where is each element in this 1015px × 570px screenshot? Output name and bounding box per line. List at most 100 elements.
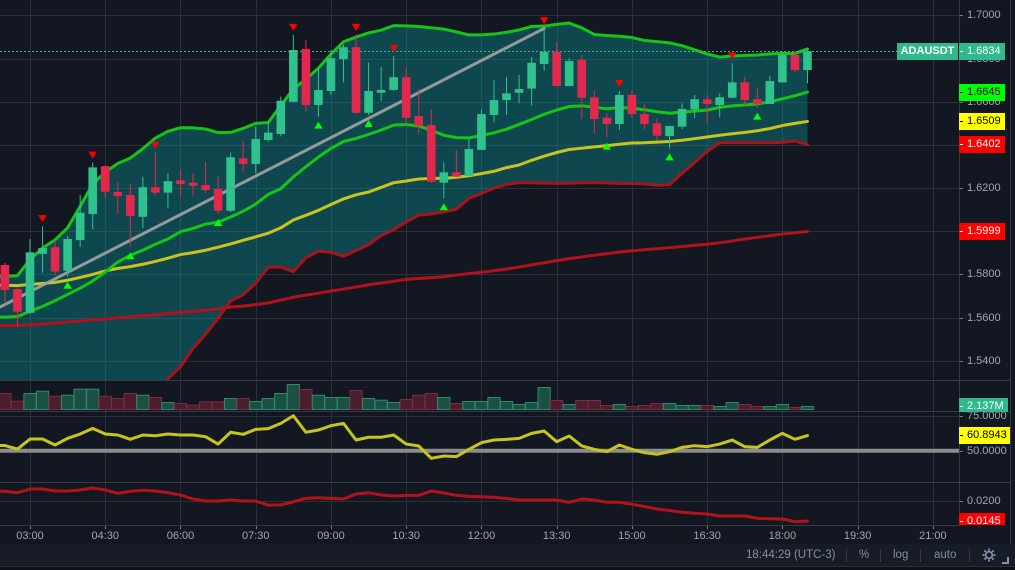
candle-body xyxy=(690,99,699,110)
volume-bar xyxy=(587,400,601,410)
candle-body xyxy=(464,149,474,176)
candle-body xyxy=(502,93,511,101)
volume-bar xyxy=(462,401,476,410)
candle-body xyxy=(38,248,47,254)
candle-body xyxy=(88,167,97,214)
toolbar-divider xyxy=(880,549,881,562)
candle-body xyxy=(75,212,85,241)
candle-body xyxy=(238,158,248,164)
volume-bar xyxy=(274,393,288,410)
candle-body xyxy=(753,99,762,104)
candle-body xyxy=(351,47,361,113)
candle-body xyxy=(615,94,624,125)
volume-bar xyxy=(0,393,12,410)
resize-handle-icon[interactable] xyxy=(1002,557,1009,564)
volume-bar xyxy=(35,390,50,411)
candle-body xyxy=(727,82,737,98)
volume-bar xyxy=(98,395,112,411)
candle-body xyxy=(477,114,486,150)
volume-bar xyxy=(775,404,789,410)
candle-body xyxy=(489,100,499,115)
volume-bar xyxy=(650,403,664,411)
volume-bar xyxy=(537,387,551,410)
volume-bar xyxy=(161,401,175,410)
candle-body xyxy=(163,181,173,193)
volume-bar xyxy=(612,404,626,410)
candle-body xyxy=(439,172,449,183)
candle-body xyxy=(326,58,336,92)
oscillator-pane xyxy=(0,486,809,524)
indicator-line-basis-yellow[interactable] xyxy=(0,119,809,288)
candle-body xyxy=(778,54,787,83)
indicator-line-long-ma[interactable] xyxy=(0,229,809,328)
candle-body xyxy=(25,252,35,313)
buy-signal-icon xyxy=(753,112,762,120)
rsi-line[interactable] xyxy=(0,414,809,460)
indicator-line-lower-band[interactable] xyxy=(0,139,809,395)
volume-bar xyxy=(412,394,426,411)
candle-body xyxy=(564,61,574,87)
candle-body xyxy=(452,172,461,177)
candles xyxy=(0,28,812,327)
volume-bar xyxy=(449,403,463,411)
volume-bar xyxy=(487,397,501,410)
candle-body xyxy=(376,89,386,93)
log-scale-button[interactable]: log xyxy=(893,549,909,561)
candle-body xyxy=(514,89,524,93)
buy-signal-icon xyxy=(665,153,674,161)
volume-bar xyxy=(211,401,225,410)
sell-signal-icon xyxy=(615,80,624,88)
candle-body xyxy=(665,125,674,137)
toolbar-divider xyxy=(920,549,921,562)
candle-body xyxy=(126,195,135,216)
buy-signal-icon xyxy=(364,119,373,127)
candle-body xyxy=(50,247,60,272)
volume-bar xyxy=(236,397,250,410)
volume-bar xyxy=(399,399,413,410)
candle-body xyxy=(677,108,687,127)
candle-body xyxy=(63,239,72,271)
volume-bar xyxy=(725,401,739,410)
sell-signal-icon xyxy=(351,23,361,31)
bottom-toolbar: 18:44:29 (UTC-3) % log auto xyxy=(0,544,1015,566)
candle-body xyxy=(715,97,724,106)
indicator-line-upper-band[interactable] xyxy=(0,21,809,278)
sell-signal-icon xyxy=(151,141,160,149)
candle-body xyxy=(213,188,223,211)
sell-signal-icon xyxy=(728,52,737,60)
candle-body xyxy=(552,51,561,87)
candle-body xyxy=(627,94,637,115)
volume-bar xyxy=(788,407,802,411)
candle-body xyxy=(652,123,662,136)
auto-scale-button[interactable]: auto xyxy=(934,549,957,561)
volume-bar xyxy=(625,406,639,410)
clock-timezone-button[interactable]: 18:44:29 (UTC-3) xyxy=(746,549,836,561)
buy-signal-icon xyxy=(213,218,223,226)
candle-body xyxy=(401,77,411,118)
candle-body xyxy=(426,125,436,182)
candle-body xyxy=(740,82,750,101)
volume-bar xyxy=(600,405,614,410)
candle-body xyxy=(765,81,775,104)
volume-bar xyxy=(562,404,576,410)
volume-bar xyxy=(224,397,238,410)
candle-body xyxy=(0,264,10,290)
volume-bar xyxy=(713,406,727,410)
candle-body xyxy=(314,89,323,106)
candle-body xyxy=(188,182,198,186)
candle-body xyxy=(640,114,649,125)
trendline-drawing[interactable] xyxy=(0,26,546,309)
candle-body xyxy=(226,157,235,211)
volume-bar xyxy=(738,404,752,410)
rsi-pane xyxy=(0,414,959,460)
volume-bar xyxy=(637,405,652,410)
oscillator-line[interactable] xyxy=(0,486,809,524)
window-bottom-border xyxy=(0,566,1015,570)
chart-canvas[interactable] xyxy=(0,0,1015,545)
percent-scale-button[interactable]: % xyxy=(859,549,870,561)
window-right-edge xyxy=(1011,0,1015,545)
volume-bar xyxy=(800,406,815,410)
volume-bar xyxy=(148,397,163,410)
gear-icon[interactable] xyxy=(982,548,996,562)
sell-signal-icon xyxy=(289,23,298,31)
